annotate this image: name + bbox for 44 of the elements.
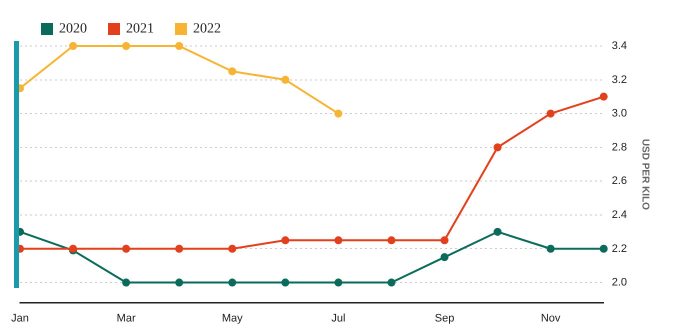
x-tick-label: Sep bbox=[434, 312, 454, 324]
point bbox=[175, 42, 184, 50]
point bbox=[281, 278, 290, 287]
point bbox=[281, 236, 290, 244]
legend-label: 2021 bbox=[126, 22, 154, 37]
point bbox=[228, 244, 236, 253]
point bbox=[175, 244, 184, 253]
point bbox=[600, 244, 608, 253]
y-tick-label: 2.6 bbox=[612, 175, 628, 188]
point bbox=[387, 236, 396, 244]
point bbox=[69, 42, 78, 50]
point bbox=[175, 278, 184, 287]
point bbox=[546, 244, 555, 253]
y-tick-label: 2.0 bbox=[612, 276, 628, 289]
legend-label: 2020 bbox=[59, 22, 87, 37]
y-tick-label: 3.2 bbox=[612, 74, 628, 86]
y-tick-label: 2.4 bbox=[612, 208, 628, 221]
point bbox=[228, 278, 236, 287]
point bbox=[494, 143, 502, 152]
y-tick-label: 2.8 bbox=[612, 141, 628, 154]
x-tick-label: Jan bbox=[11, 312, 29, 324]
x-tick-label: Nov bbox=[540, 312, 561, 324]
point bbox=[228, 67, 236, 76]
point bbox=[494, 228, 502, 236]
point bbox=[122, 278, 130, 287]
point bbox=[334, 278, 342, 287]
point bbox=[122, 42, 130, 50]
point bbox=[334, 110, 342, 118]
y-axis-title: USD PER KILO bbox=[639, 138, 650, 210]
x-tick-label: May bbox=[222, 312, 244, 324]
x-tick-label: Jul bbox=[331, 312, 346, 324]
x-tick-label: Mar bbox=[116, 312, 136, 324]
point bbox=[546, 110, 555, 118]
y-tick-label: 2.2 bbox=[612, 242, 628, 255]
point bbox=[440, 253, 449, 262]
point bbox=[440, 236, 449, 244]
point bbox=[387, 278, 396, 287]
point bbox=[122, 244, 130, 253]
point bbox=[600, 92, 608, 101]
y-tick-label: 3.4 bbox=[612, 40, 628, 52]
point bbox=[281, 76, 290, 84]
legend-label: 2022 bbox=[193, 22, 221, 37]
point bbox=[334, 236, 342, 244]
y-tick-label: 3.0 bbox=[612, 108, 628, 120]
